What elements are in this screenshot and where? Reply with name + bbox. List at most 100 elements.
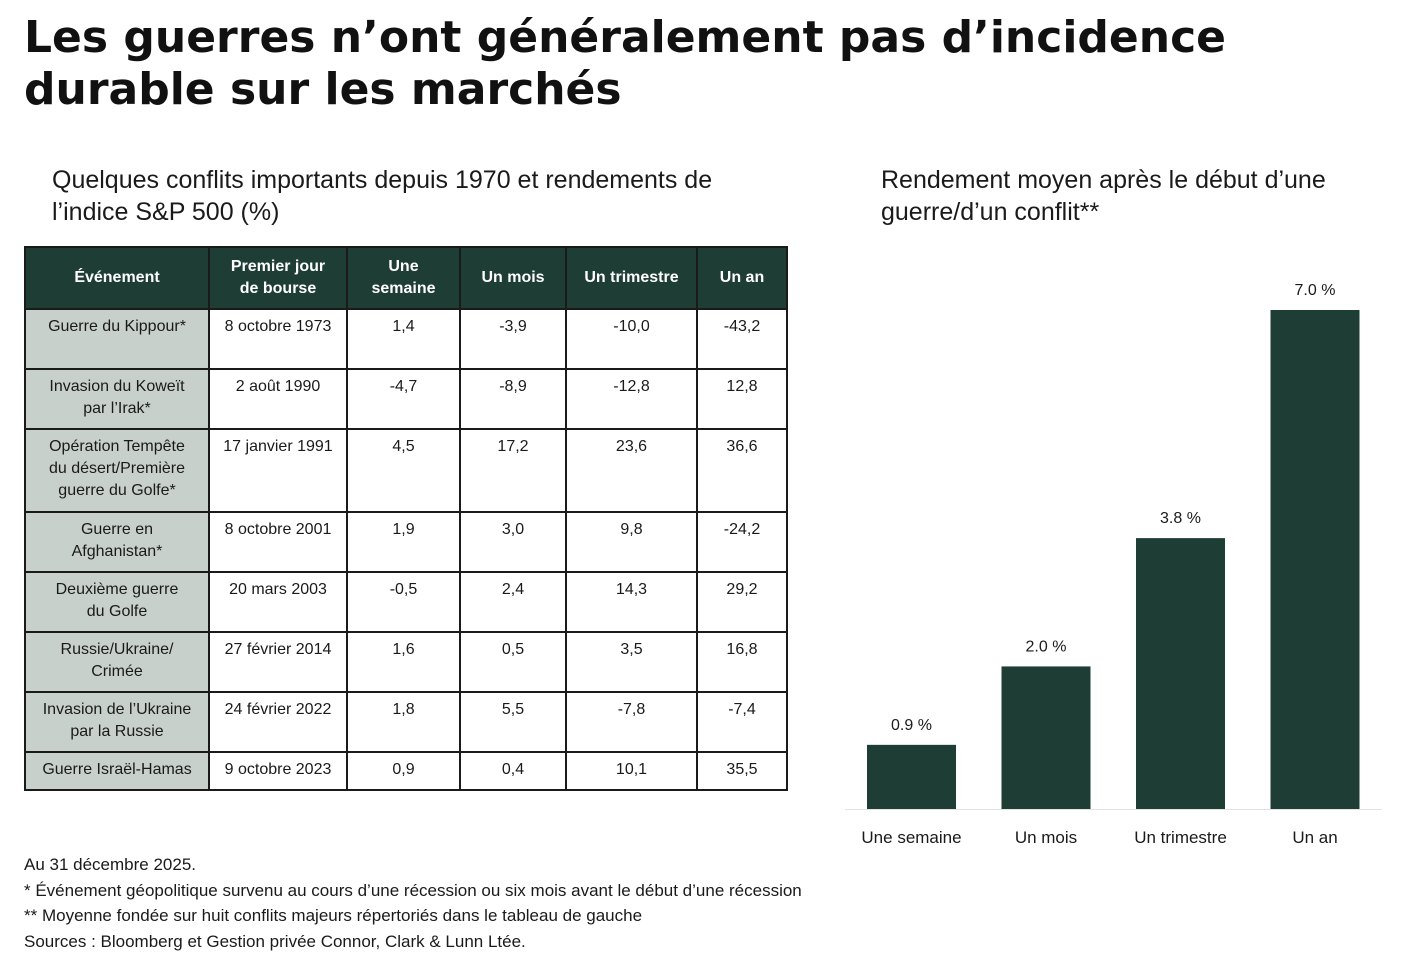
quarter-cell: -12,8 xyxy=(565,368,698,430)
table-row: Russie/Ukraine/ Crimée 27 février 2014 1… xyxy=(24,631,788,693)
quarter-cell: 14,3 xyxy=(565,571,698,633)
header-month: Un mois xyxy=(459,246,567,310)
conflicts-table: Événement Premier jour de bourse Une sem… xyxy=(24,246,788,791)
date-cell: 24 février 2022 xyxy=(208,691,348,753)
date-cell: 2 août 1990 xyxy=(208,368,348,430)
event-cell: Guerre Israël-Hamas xyxy=(24,751,210,791)
month-cell: 0,5 xyxy=(459,631,567,693)
event-line: guerre du Golfe* xyxy=(58,482,176,499)
event-line: Invasion de l’Ukraine xyxy=(42,701,192,718)
year-cell: 35,5 xyxy=(696,751,788,791)
event-line: Guerre du Kippour* xyxy=(48,318,186,335)
table-row: Guerre en Afghanistan* 8 octobre 2001 1,… xyxy=(24,511,788,573)
data-label-1: 0.9 % xyxy=(891,717,932,734)
month-cell: -8,9 xyxy=(459,368,567,430)
month-cell: 0,4 xyxy=(459,751,567,791)
table-row: Invasion du Koweït par l’Irak* 2 août 19… xyxy=(24,368,788,430)
table-row: Guerre Israël-Hamas 9 octobre 2023 0,9 0… xyxy=(24,751,788,791)
week-cell: 4,5 xyxy=(346,428,461,513)
year-cell: -7,4 xyxy=(696,691,788,753)
event-line: Opération Tempête xyxy=(49,438,185,455)
chart-title: Rendement moyen après le début d’une gue… xyxy=(881,164,1381,228)
date-cell: 20 mars 2003 xyxy=(208,571,348,633)
quarter-cell: 3,5 xyxy=(565,631,698,693)
event-line: Guerre Israël-Hamas xyxy=(42,761,192,778)
date-cell: 8 octobre 1973 xyxy=(208,308,348,370)
chart-title-line1: Rendement moyen après le début d’une xyxy=(881,166,1326,194)
event-cell: Deuxième guerre du Golfe xyxy=(24,571,210,633)
week-cell: 1,9 xyxy=(346,511,461,573)
year-cell: -43,2 xyxy=(696,308,788,370)
week-cell: 1,4 xyxy=(346,308,461,370)
table-row: Guerre du Kippour* 8 octobre 1973 1,4 -3… xyxy=(24,308,788,370)
category-label-1: Une semaine xyxy=(861,828,961,847)
event-line: par la Russie xyxy=(70,723,164,740)
category-label-3: Un trimestre xyxy=(1134,828,1227,847)
data-label-3: 3.8 % xyxy=(1160,510,1201,527)
bar-chart: 0.9 % Une semaine 2.0 % Un mois 3.8 % Un trim… xyxy=(845,282,1382,847)
event-line: Afghanistan* xyxy=(71,543,163,560)
event-cell: Opération Tempête du désert/Première gue… xyxy=(24,428,210,513)
table-title-line1: Quelques conflits importants depuis 1970… xyxy=(52,166,713,194)
month-cell: 2,4 xyxy=(459,571,567,633)
date-cell: 17 janvier 1991 xyxy=(208,428,348,513)
event-cell: Invasion du Koweït par l’Irak* xyxy=(24,368,210,430)
event-cell: Invasion de l’Ukraine par la Russie xyxy=(24,691,210,753)
table-title-line2: l’indice S&P 500 (%) xyxy=(52,198,280,226)
event-line: Crimée xyxy=(91,663,143,680)
footnotes: Au 31 décembre 2025. * Événement géopoli… xyxy=(24,852,924,954)
year-cell: 16,8 xyxy=(696,631,788,693)
quarter-cell: 9,8 xyxy=(565,511,698,573)
week-cell: -0,5 xyxy=(346,571,461,633)
quarter-cell: 23,6 xyxy=(565,428,698,513)
header-quarter: Un trimestre xyxy=(565,246,698,310)
header-first-day-line1: Premier jour xyxy=(230,258,326,275)
table-row: Deuxième guerre du Golfe 20 mars 2003 -0… xyxy=(24,571,788,633)
table-row: Invasion de l’Ukraine par la Russie 24 f… xyxy=(24,691,788,753)
year-cell: 12,8 xyxy=(696,368,788,430)
bar-4 xyxy=(1270,310,1360,809)
week-cell: 1,6 xyxy=(346,631,461,693)
category-label-2: Un mois xyxy=(1015,828,1077,847)
footnote-sources: Sources : Bloomberg et Gestion privée Co… xyxy=(24,931,526,951)
event-line: du désert/Première xyxy=(48,460,186,477)
year-cell: -24,2 xyxy=(696,511,788,573)
header-event: Événement xyxy=(24,246,210,310)
data-label-4: 7.0 % xyxy=(1295,282,1336,299)
chart-title-line2: guerre/d’un conflit** xyxy=(881,198,1100,226)
date-cell: 27 février 2014 xyxy=(208,631,348,693)
data-label-2: 2.0 % xyxy=(1026,638,1067,655)
quarter-cell: 10,1 xyxy=(565,751,698,791)
month-cell: 17,2 xyxy=(459,428,567,513)
main-title: Les guerres n’ont généralement pas d’inc… xyxy=(24,12,1364,116)
quarter-cell: -10,0 xyxy=(565,308,698,370)
week-cell: -4,7 xyxy=(346,368,461,430)
event-cell: Guerre du Kippour* xyxy=(24,308,210,370)
event-cell: Russie/Ukraine/ Crimée xyxy=(24,631,210,693)
footnote-asof: Au 31 décembre 2025. xyxy=(24,855,197,874)
week-cell: 0,9 xyxy=(346,751,461,791)
table-title: Quelques conflits importants depuis 1970… xyxy=(52,164,812,228)
table-row: Opération Tempête du désert/Première gue… xyxy=(24,428,788,513)
bar-3 xyxy=(1136,538,1225,809)
year-cell: 29,2 xyxy=(696,571,788,633)
bar-1 xyxy=(867,744,956,809)
event-line: du Golfe xyxy=(86,603,148,620)
header-week-line2: semaine xyxy=(371,280,436,297)
footnote-recession: * Événement géopolitique survenu au cour… xyxy=(24,880,802,900)
date-cell: 8 octobre 2001 xyxy=(208,511,348,573)
event-line: Deuxième guerre xyxy=(55,581,179,598)
category-label-4: Un an xyxy=(1292,828,1337,847)
quarter-cell: -7,8 xyxy=(565,691,698,753)
header-first-day: Premier jour de bourse xyxy=(208,246,348,310)
year-cell: 36,6 xyxy=(696,428,788,513)
header-first-day-line2: de bourse xyxy=(239,280,317,297)
footnote-average: ** Moyenne fondée sur huit conflits maje… xyxy=(24,906,643,925)
month-cell: -3,9 xyxy=(459,308,567,370)
event-line: Russie/Ukraine/ xyxy=(60,641,174,658)
table-header-row: Événement Premier jour de bourse Une sem… xyxy=(24,246,788,310)
header-week: Une semaine xyxy=(346,246,461,310)
event-line: par l’Irak* xyxy=(83,400,151,417)
date-cell: 9 octobre 2023 xyxy=(208,751,348,791)
header-week-line1: Une xyxy=(388,258,419,275)
